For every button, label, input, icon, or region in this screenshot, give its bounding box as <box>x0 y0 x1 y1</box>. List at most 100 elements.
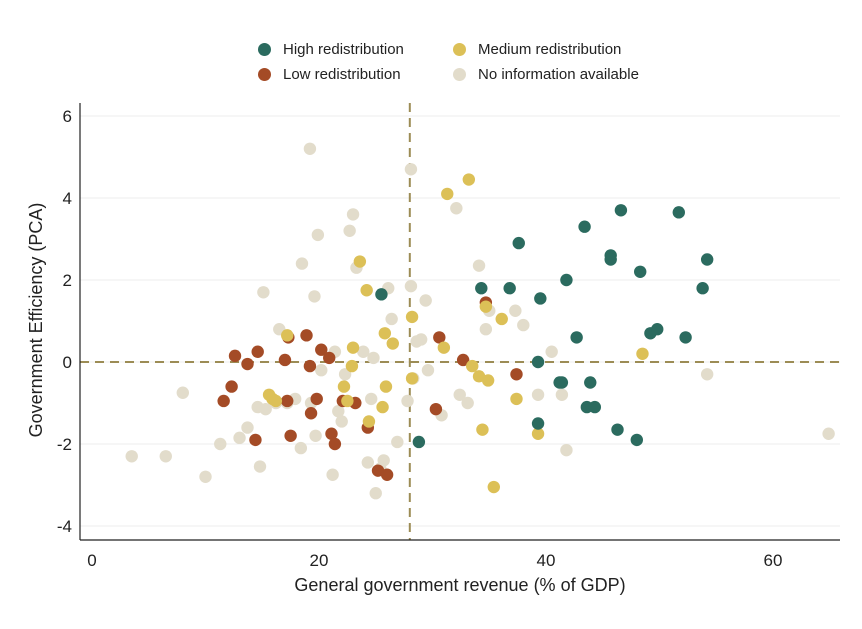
series-medium-redistribution <box>262 173 649 494</box>
x-tick-label: 20 <box>310 551 329 570</box>
data-point <box>284 429 297 442</box>
data-point <box>323 351 336 365</box>
data-point <box>326 468 339 481</box>
data-point <box>495 312 508 326</box>
data-point <box>531 417 545 430</box>
y-tick-label: 0 <box>63 353 72 372</box>
legend-swatch <box>258 68 271 81</box>
data-point <box>303 142 317 155</box>
data-point <box>241 421 254 434</box>
data-point <box>487 480 500 494</box>
y-tick-label: -4 <box>57 517 72 536</box>
data-point <box>453 388 466 401</box>
data-point <box>233 431 246 445</box>
data-point <box>159 450 172 463</box>
data-point <box>346 208 360 221</box>
data-point <box>217 394 230 408</box>
reference-lines <box>80 103 840 540</box>
data-point <box>332 405 345 418</box>
data-point <box>531 355 545 369</box>
data-point <box>475 282 488 295</box>
data-point <box>437 341 451 354</box>
data-point <box>325 427 338 440</box>
data-point <box>391 435 404 449</box>
data-point <box>578 220 591 233</box>
data-point <box>555 376 569 389</box>
data-point <box>343 224 356 237</box>
data-point <box>315 343 328 356</box>
legend-item: Low redistribution <box>258 66 453 83</box>
data-point <box>199 470 212 483</box>
y-tick-label: 4 <box>63 189 72 208</box>
data-point <box>304 407 318 420</box>
x-tick-label: 0 <box>87 551 96 570</box>
data-point <box>433 331 446 344</box>
data-point <box>510 392 523 406</box>
data-point <box>510 368 523 381</box>
data-point <box>503 282 516 295</box>
series-no-information-available <box>125 142 835 500</box>
data-point <box>259 402 272 416</box>
data-point <box>555 388 569 401</box>
y-tick-label: -2 <box>57 435 72 454</box>
data-point <box>309 429 322 442</box>
data-point <box>401 394 414 408</box>
legend-label: Low redistribution <box>283 66 401 83</box>
data-point <box>303 359 317 373</box>
data-point <box>376 400 389 414</box>
data-point <box>604 253 617 266</box>
data-point <box>405 310 419 324</box>
legend-item: Medium redistribution <box>453 41 653 58</box>
data-point <box>362 415 376 428</box>
x-tick-label: 60 <box>764 551 783 570</box>
axes <box>79 103 840 541</box>
data-point <box>214 437 227 451</box>
data-point <box>531 388 545 401</box>
data-point <box>429 402 443 416</box>
data-point <box>421 364 435 377</box>
data-point <box>531 427 545 440</box>
grid-lines <box>80 115 840 527</box>
data-points <box>125 142 835 500</box>
data-point <box>308 290 321 303</box>
data-point <box>337 380 351 393</box>
data-point <box>294 441 308 455</box>
data-point <box>584 376 597 389</box>
data-point <box>346 341 360 354</box>
data-point <box>479 300 493 313</box>
data-point <box>281 329 294 342</box>
data-point <box>462 173 476 186</box>
data-point <box>357 345 370 358</box>
data-point <box>249 433 262 447</box>
data-point <box>611 423 624 436</box>
x-tick-label: 40 <box>537 551 556 570</box>
data-point <box>570 331 583 344</box>
data-point <box>341 394 354 408</box>
data-point <box>405 372 419 385</box>
data-point <box>278 353 292 367</box>
data-point <box>466 359 479 373</box>
data-point <box>479 323 493 336</box>
data-point <box>311 228 325 242</box>
data-point <box>281 394 294 408</box>
data-point <box>441 187 454 201</box>
data-point <box>385 312 398 326</box>
data-point <box>125 450 138 463</box>
data-point <box>560 443 573 457</box>
data-point <box>512 236 525 250</box>
data-point <box>534 292 547 305</box>
data-point <box>476 423 489 436</box>
data-point <box>386 337 399 350</box>
data-point <box>614 204 628 217</box>
data-point <box>295 257 309 270</box>
data-point <box>365 392 378 406</box>
data-point <box>176 386 189 399</box>
data-point <box>419 294 432 307</box>
data-point <box>509 304 522 317</box>
data-point <box>361 456 375 469</box>
legend-item: High redistribution <box>258 41 453 58</box>
data-point <box>335 415 348 428</box>
legend-swatch <box>453 43 466 56</box>
tick-labels: 0 20 40 60 -4 -2 0 2 4 6 <box>57 107 783 570</box>
legend-item: No information available <box>453 66 653 83</box>
